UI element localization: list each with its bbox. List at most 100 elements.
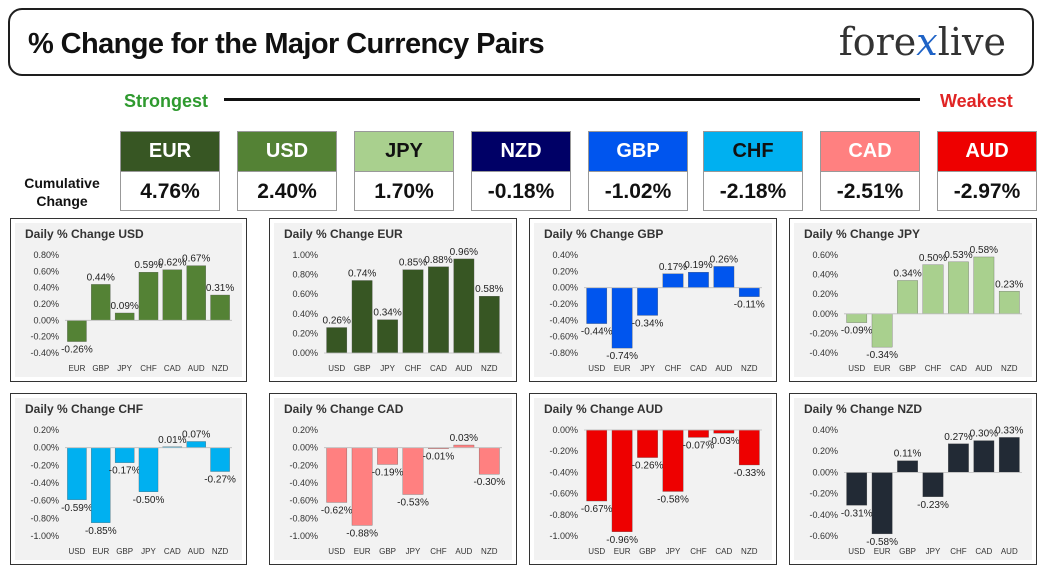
- data-label: 0.88%: [424, 255, 452, 266]
- bar-aud: [186, 265, 206, 321]
- data-label: -0.34%: [866, 350, 898, 361]
- y-tick-label: -0.40%: [289, 478, 318, 488]
- panel-jpy: Daily % Change JPY -0.40% -0.20% 0.00% 0.20%…: [789, 218, 1037, 382]
- bar-usd: [846, 472, 868, 506]
- chart-title: Daily % Change USD: [25, 227, 144, 241]
- x-tick-label: GBP: [639, 547, 656, 556]
- y-tick-label: 0.00%: [33, 315, 59, 325]
- data-label: 0.09%: [110, 301, 138, 312]
- bar-aud: [713, 266, 735, 288]
- data-label: -0.33%: [733, 468, 765, 479]
- chart-title: Daily % Change CHF: [25, 402, 144, 416]
- bar-aud: [186, 441, 206, 448]
- data-label: 0.50%: [919, 253, 947, 264]
- bar-chart: -0.60% -0.40% -0.20% 0.00% 0.20% 0.40% -0.31% U…: [809, 425, 1023, 556]
- bar-jpy: [662, 429, 684, 492]
- x-tick-label: EUR: [614, 364, 631, 373]
- data-label: -0.03%: [708, 436, 740, 447]
- y-tick-label: -0.40%: [30, 478, 59, 488]
- x-tick-label: AUD: [188, 547, 205, 556]
- data-label: -0.67%: [581, 504, 613, 515]
- data-label: -0.31%: [841, 508, 873, 519]
- x-tick-label: NZD: [1001, 364, 1018, 373]
- y-tick-label: 0.20%: [812, 289, 838, 299]
- data-label: 0.33%: [995, 425, 1023, 436]
- bar-usd: [326, 327, 348, 354]
- x-tick-label: GBP: [379, 547, 396, 556]
- bar-chf: [948, 443, 969, 473]
- y-tick-label: -0.40%: [809, 510, 838, 520]
- x-tick-label: CHF: [925, 364, 942, 373]
- ranking-line: [224, 98, 920, 101]
- x-tick-label: CAD: [715, 547, 732, 556]
- bar-gbp: [897, 280, 918, 314]
- x-tick-label: JPY: [640, 364, 655, 373]
- data-label: -0.50%: [133, 495, 165, 506]
- y-tick-label: 0.20%: [552, 266, 578, 276]
- bar-jpy: [138, 447, 159, 492]
- currency-name: AUD: [938, 132, 1036, 172]
- data-label: -0.19%: [372, 467, 404, 478]
- data-label: 0.58%: [970, 245, 998, 256]
- y-tick-label: -0.60%: [549, 332, 578, 342]
- bar-chart: -0.80% -0.60% -0.40% -0.20% 0.00% 0.20% 0.40% -…: [549, 250, 765, 373]
- data-label: -0.11%: [734, 300, 765, 311]
- bar-chf: [662, 273, 684, 288]
- bar-jpy: [637, 287, 658, 316]
- x-tick-label: NZD: [481, 547, 498, 556]
- data-label: -0.96%: [606, 535, 638, 546]
- data-label: 0.31%: [206, 283, 234, 294]
- y-tick-label: -0.80%: [549, 510, 578, 520]
- currency-box-gbp: GBP -1.02%: [588, 131, 688, 211]
- data-label: 0.67%: [182, 254, 210, 265]
- y-tick-label: -0.60%: [289, 496, 318, 506]
- bar-nzd: [210, 447, 230, 472]
- currency-box-jpy: JPY 1.70%: [354, 131, 454, 211]
- bar-nzd: [210, 294, 230, 321]
- x-tick-label: AUD: [975, 364, 992, 373]
- currency-cumulative-value: 4.76%: [140, 180, 200, 203]
- y-tick-label: 0.80%: [33, 250, 59, 260]
- x-tick-label: CHF: [405, 364, 422, 373]
- y-tick-label: -0.80%: [289, 513, 318, 523]
- currency-box-eur: EUR 4.76%: [120, 131, 220, 211]
- bar-jpy: [114, 312, 135, 321]
- bar-gbp: [377, 447, 398, 465]
- y-tick-label: 0.20%: [812, 446, 838, 456]
- data-label: 0.74%: [348, 268, 376, 279]
- bar-eur: [67, 320, 87, 342]
- y-tick-label: -0.40%: [549, 315, 578, 325]
- data-label: 0.07%: [182, 429, 210, 440]
- x-tick-label: AUD: [455, 547, 472, 556]
- x-tick-label: USD: [68, 547, 85, 556]
- y-tick-label: 1.00%: [292, 250, 318, 260]
- data-label: -0.88%: [346, 528, 378, 539]
- data-label: 0.59%: [134, 260, 162, 271]
- y-tick-label: 0.20%: [292, 425, 318, 435]
- bar-eur: [871, 472, 893, 535]
- x-tick-label: CAD: [950, 364, 967, 373]
- data-label: 0.26%: [323, 316, 351, 327]
- panel-gbp: Daily % Change GBP -0.80% -0.60% -0.40% -0.2…: [529, 218, 777, 382]
- y-tick-label: -0.40%: [549, 467, 578, 477]
- data-label: -0.85%: [85, 526, 117, 537]
- bar-aud: [453, 258, 475, 354]
- y-tick-label: 0.00%: [292, 348, 318, 358]
- chart-title: Daily % Change GBP: [544, 227, 664, 241]
- data-label: -0.01%: [423, 452, 455, 463]
- bar-eur: [871, 313, 893, 348]
- data-label: -0.62%: [321, 505, 353, 516]
- currency-box-usd: USD 2.40%: [237, 131, 337, 211]
- x-tick-label: USD: [328, 364, 345, 373]
- bar-eur: [351, 447, 373, 526]
- currency-box-nzd: NZD -0.18%: [471, 131, 571, 211]
- bar-gbp: [114, 447, 135, 463]
- y-tick-label: -0.40%: [30, 348, 59, 358]
- bar-nzd: [478, 296, 500, 354]
- weakest-label: Weakest: [940, 91, 1013, 111]
- y-tick-label: -0.40%: [809, 348, 838, 358]
- bar-cad: [162, 269, 183, 321]
- x-tick-label: JPY: [380, 364, 395, 373]
- bar-nzd: [738, 429, 760, 466]
- bar-aud: [998, 437, 1020, 473]
